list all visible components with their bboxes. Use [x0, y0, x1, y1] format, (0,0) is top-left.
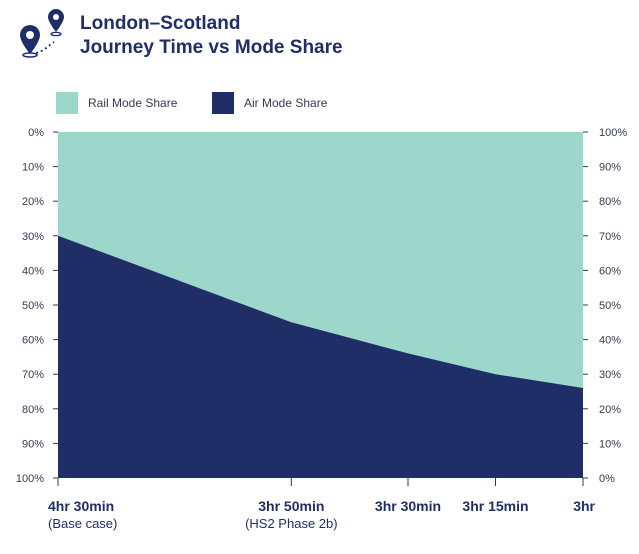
chart-title: London–Scotland Journey Time vs Mode Sha…: [80, 12, 480, 60]
left-axis-tick-label: 0%: [28, 127, 44, 139]
x-axis-category-label: 3hr 30min: [375, 498, 441, 514]
right-axis-tick-label: 40%: [599, 335, 621, 347]
x-axis-category-sublabel: (Base case): [48, 516, 117, 531]
left-axis-tick-label: 40%: [22, 265, 44, 277]
left-axis-tick-label: 60%: [22, 335, 44, 347]
right-axis-tick-label: 10%: [599, 438, 621, 450]
map-route-pins-icon: [20, 9, 64, 58]
left-axis-tick-label: 70%: [22, 369, 44, 381]
right-axis-tick-label: 60%: [599, 265, 621, 277]
left-axis-tick-label: 30%: [22, 231, 44, 243]
legend-swatch-air: [212, 92, 234, 114]
air-mode-share-area: [58, 235, 583, 478]
x-axis-category-sublabel: (HS2 Phase 2b): [245, 516, 338, 531]
x-axis-category-label: 3hr: [573, 498, 595, 514]
legend-label-air: Air Mode Share: [244, 96, 328, 110]
right-axis-tick-label: 90%: [599, 162, 621, 174]
right-axis-tick-label: 20%: [599, 404, 621, 416]
right-axis-tick-label: 0%: [599, 473, 615, 485]
legend-label-rail: Rail Mode Share: [88, 96, 178, 110]
left-axis-tick-label: 80%: [22, 404, 44, 416]
left-axis-tick-label: 50%: [22, 300, 44, 312]
left-axis-tick-label: 10%: [22, 162, 44, 174]
left-axis-tick-label: 20%: [22, 196, 44, 208]
title-line-2: Journey Time vs Mode Share: [80, 37, 343, 58]
right-axis-tick-label: 70%: [599, 231, 621, 243]
title-line-1: London–Scotland: [80, 13, 241, 34]
left-axis-tick-label: 90%: [22, 438, 44, 450]
right-axis-tick-label: 50%: [599, 300, 621, 312]
x-axis-category-label: 4hr 30min: [48, 498, 114, 514]
right-axis-tick-label: 100%: [599, 127, 627, 139]
right-axis-tick-label: 30%: [599, 369, 621, 381]
right-axis-tick-label: 80%: [599, 196, 621, 208]
left-axis-tick-label: 100%: [16, 473, 44, 485]
x-axis-category-label: 3hr 15min: [462, 498, 528, 514]
x-axis-category-label: 3hr 50min: [258, 498, 324, 514]
legend-swatch-rail: [56, 92, 78, 114]
